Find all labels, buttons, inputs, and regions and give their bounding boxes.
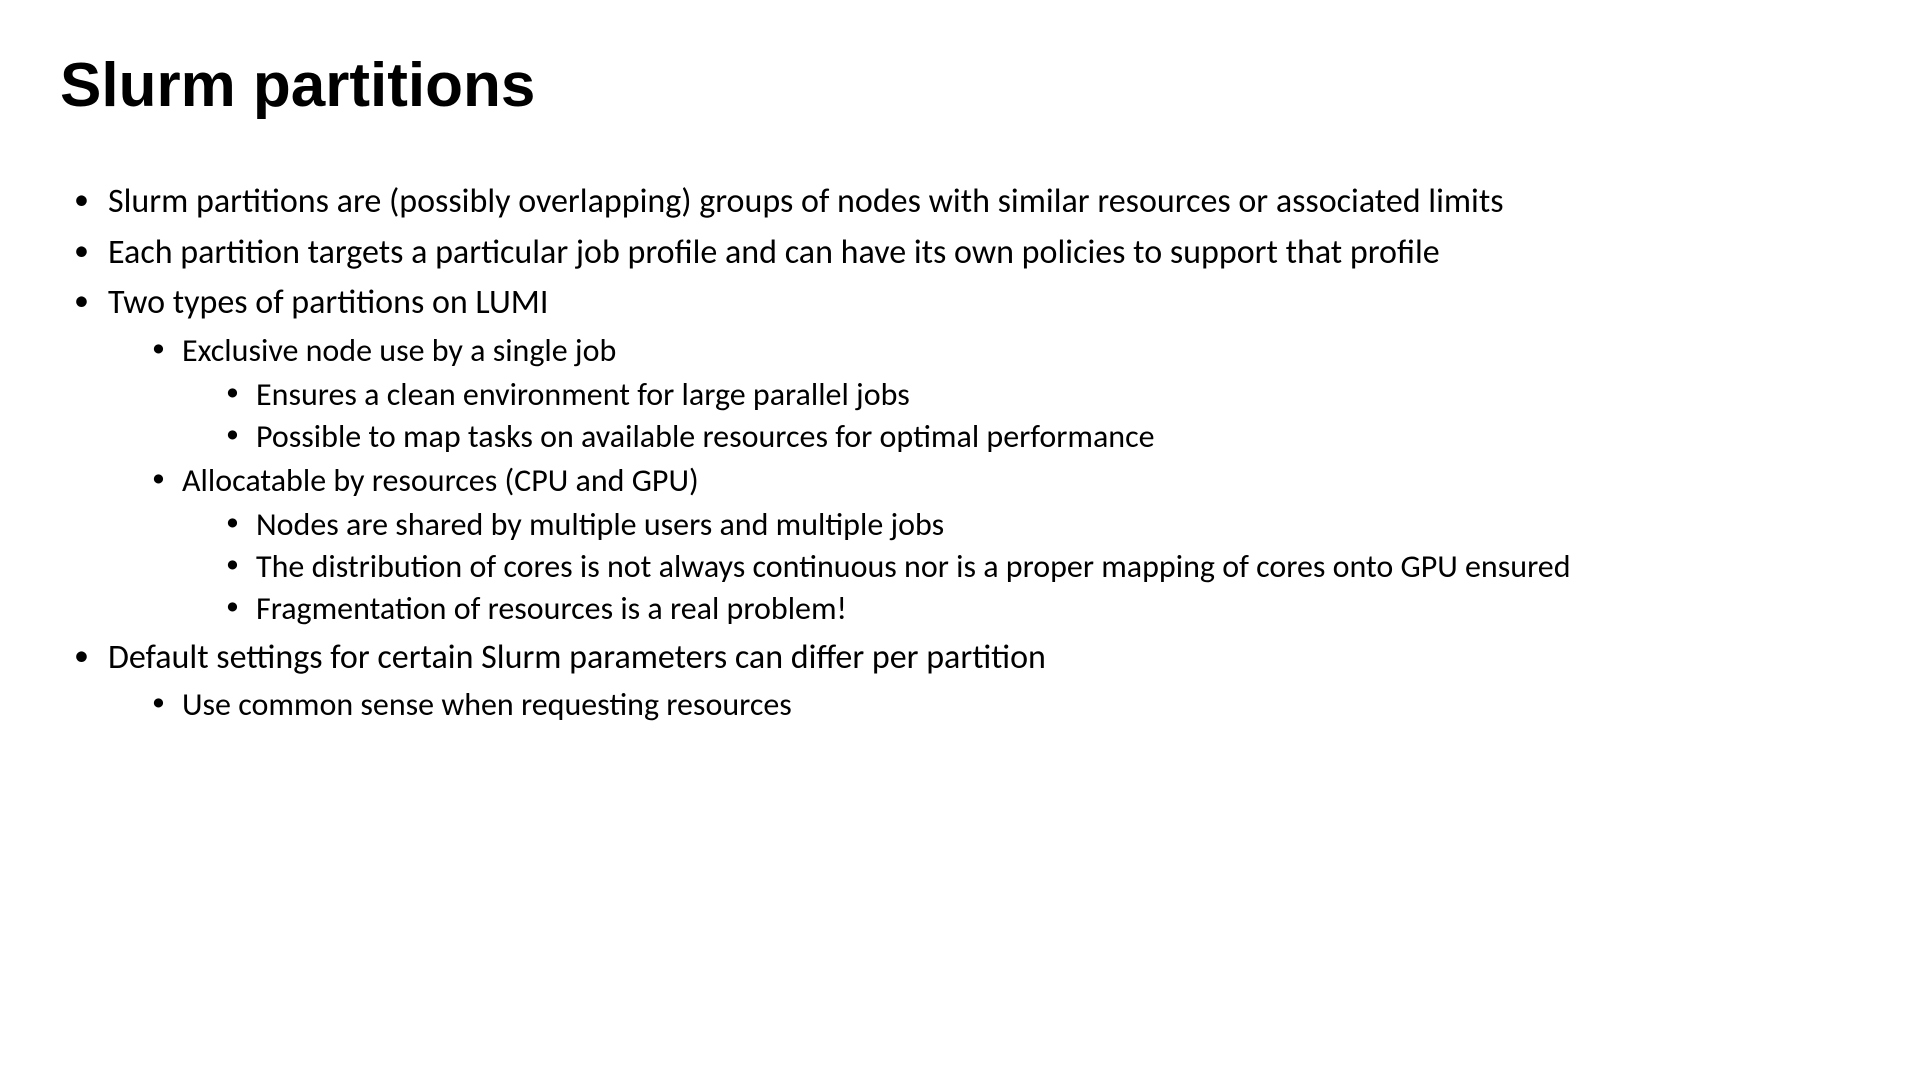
bullet-text: Two types of partitions on LUMI	[108, 282, 548, 323]
bullet-sublist: Ensures a clean environment for large pa…	[182, 375, 1860, 457]
bullet-level-1: Default settings for certain Slurm param…	[60, 637, 1860, 726]
bullet-sublist: Nodes are shared by multiple users and m…	[182, 505, 1860, 629]
bullet-sublist: Use common sense when requesting resourc…	[108, 685, 1860, 725]
bullet-level-1: Each partition targets a particular job …	[60, 232, 1860, 275]
bullet-level-2: Exclusive node use by a single job Ensur…	[138, 331, 1860, 457]
bullet-list: Slurm partitions are (possibly overlappi…	[60, 181, 1860, 725]
bullet-level-2: Use common sense when requesting resourc…	[138, 685, 1860, 725]
bullet-text: Allocatable by resources (CPU and GPU)	[182, 461, 699, 500]
bullet-sublist: Exclusive node use by a single job Ensur…	[108, 331, 1860, 629]
bullet-level-3: Fragmentation of resources is a real pro…	[212, 589, 1860, 629]
bullet-level-3: Nodes are shared by multiple users and m…	[212, 505, 1860, 545]
bullet-level-1: Slurm partitions are (possibly overlappi…	[60, 181, 1860, 224]
bullet-level-2: Allocatable by resources (CPU and GPU) N…	[138, 461, 1860, 629]
bullet-level-3: Ensures a clean environment for large pa…	[212, 375, 1860, 415]
bullet-text: Default settings for certain Slurm param…	[108, 637, 1046, 678]
bullet-text: Exclusive node use by a single job	[182, 331, 616, 370]
bullet-level-3: The distribution of cores is not always …	[212, 547, 1860, 587]
bullet-level-1: Two types of partitions on LUMI Exclusiv…	[60, 282, 1860, 629]
bullet-level-3: Possible to map tasks on available resou…	[212, 417, 1860, 457]
slide-title: Slurm partitions	[60, 50, 1860, 121]
